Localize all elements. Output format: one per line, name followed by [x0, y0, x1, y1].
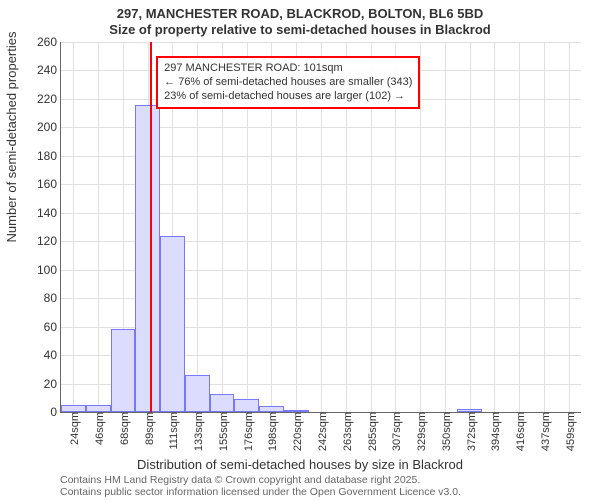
- x-tick-label: 437sqm: [540, 412, 552, 451]
- reference-line: [150, 42, 152, 412]
- x-tick-label: 24sqm: [69, 412, 81, 445]
- histogram-bar: [457, 409, 482, 412]
- y-tick-label: 120: [37, 234, 61, 248]
- plot-area: 02040608010012014016018020022024026024sq…: [60, 42, 581, 413]
- y-tick-label: 180: [37, 149, 61, 163]
- y-tick-label: 160: [37, 177, 61, 191]
- footer-line2: Contains public sector information licen…: [60, 486, 461, 498]
- y-axis-label: Number of semi-detached properties: [4, 32, 19, 243]
- x-tick-label: 394sqm: [490, 412, 502, 451]
- gridline-vertical: [470, 42, 471, 412]
- gridline-vertical: [98, 42, 99, 412]
- histogram-bar: [160, 236, 185, 412]
- histogram-bar: [284, 410, 309, 412]
- x-tick-label: 263sqm: [342, 412, 354, 451]
- gridline-vertical: [569, 42, 570, 412]
- x-tick-label: 133sqm: [193, 412, 205, 451]
- footer-attribution: Contains HM Land Registry data © Crown c…: [60, 474, 461, 498]
- gridline-vertical: [519, 42, 520, 412]
- histogram-bar: [210, 394, 235, 413]
- gridline-vertical: [544, 42, 545, 412]
- y-tick-label: 220: [37, 92, 61, 106]
- y-tick-label: 60: [44, 320, 61, 334]
- y-tick-label: 260: [37, 35, 61, 49]
- x-tick-label: 307sqm: [391, 412, 403, 451]
- y-tick-label: 240: [37, 63, 61, 77]
- footer-line1: Contains HM Land Registry data © Crown c…: [60, 474, 461, 486]
- y-tick-label: 80: [44, 291, 61, 305]
- histogram-bar: [234, 399, 259, 412]
- annotation-line3: 23% of semi-detached houses are larger (…: [164, 90, 412, 104]
- y-tick-label: 140: [37, 206, 61, 220]
- x-tick-label: 220sqm: [292, 412, 304, 451]
- annotation-line1: 297 MANCHESTER ROAD: 101sqm: [164, 62, 412, 76]
- x-tick-label: 176sqm: [243, 412, 255, 451]
- annotation-line2: ← 76% of semi-detached houses are smalle…: [164, 76, 412, 90]
- histogram-bar: [135, 105, 160, 412]
- histogram-bar: [185, 375, 210, 412]
- x-tick-label: 329sqm: [416, 412, 428, 451]
- gridline-vertical: [445, 42, 446, 412]
- x-tick-label: 68sqm: [119, 412, 131, 445]
- histogram-bar: [86, 405, 111, 412]
- y-tick-label: 100: [37, 263, 61, 277]
- gridline-vertical: [73, 42, 74, 412]
- x-tick-label: 372sqm: [466, 412, 478, 451]
- histogram-bar: [61, 405, 86, 412]
- chart-title-line1: 297, MANCHESTER ROAD, BLACKROD, BOLTON, …: [0, 6, 600, 21]
- x-tick-label: 155sqm: [218, 412, 230, 451]
- gridline-vertical: [494, 42, 495, 412]
- reference-annotation: 297 MANCHESTER ROAD: 101sqm← 76% of semi…: [156, 56, 420, 109]
- x-tick-label: 459sqm: [565, 412, 577, 451]
- x-tick-label: 198sqm: [267, 412, 279, 451]
- histogram-bar: [259, 406, 284, 412]
- x-tick-label: 111sqm: [168, 412, 180, 450]
- y-tick-label: 20: [44, 377, 61, 391]
- x-tick-label: 242sqm: [317, 412, 329, 451]
- chart-title-line2: Size of property relative to semi-detach…: [0, 22, 600, 37]
- x-tick-label: 46sqm: [94, 412, 106, 445]
- chart-container: 297, MANCHESTER ROAD, BLACKROD, BOLTON, …: [0, 0, 600, 500]
- histogram-bar: [111, 329, 136, 412]
- y-tick-label: 0: [50, 405, 61, 419]
- x-tick-label: 350sqm: [441, 412, 453, 451]
- x-axis-label: Distribution of semi-detached houses by …: [0, 457, 600, 472]
- x-tick-label: 285sqm: [367, 412, 379, 451]
- y-tick-label: 200: [37, 120, 61, 134]
- x-tick-label: 416sqm: [515, 412, 527, 451]
- x-tick-label: 89sqm: [144, 412, 156, 445]
- y-tick-label: 40: [44, 348, 61, 362]
